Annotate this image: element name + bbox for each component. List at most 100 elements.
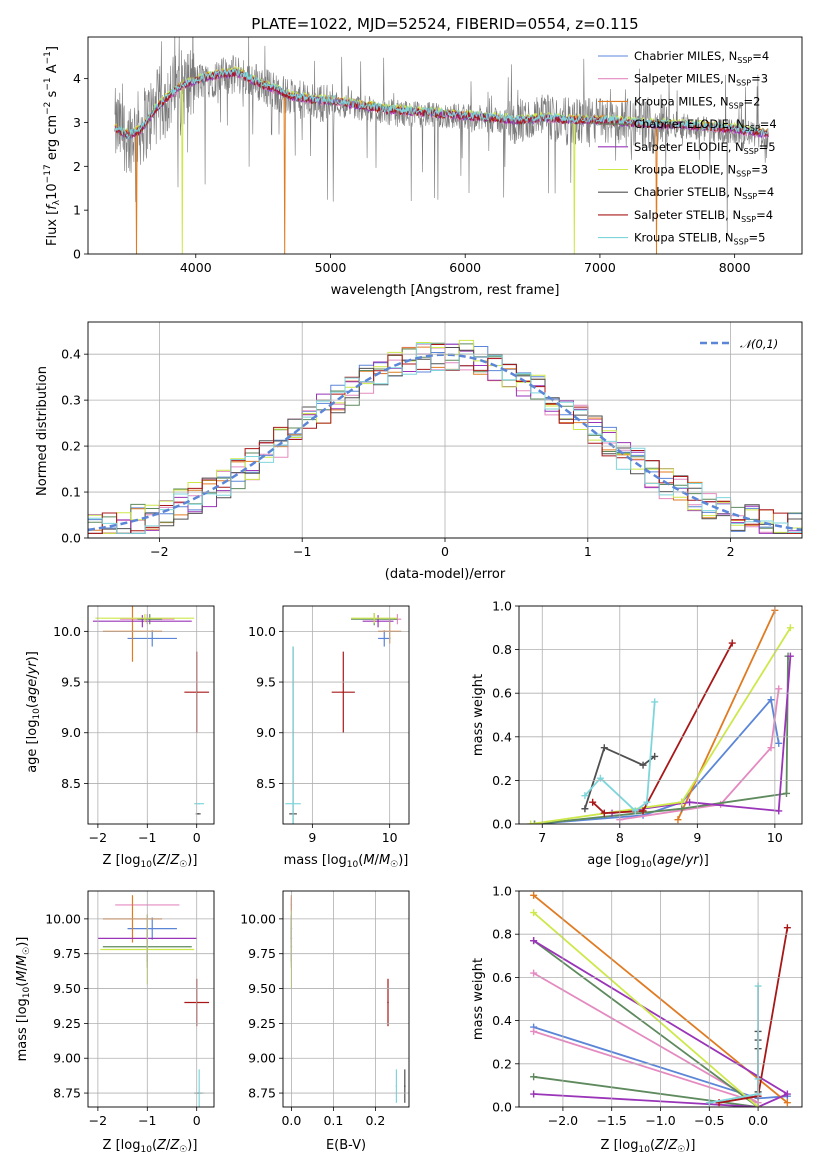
weight-line [677, 610, 776, 820]
y-tick-label: 9.5 [61, 675, 81, 690]
data-point [387, 1001, 389, 1004]
y-tick-label: 10.0 [248, 624, 276, 639]
y-tick-label: 8.75 [248, 1086, 276, 1101]
legend-value: =4 [752, 49, 769, 63]
y-tick-label: 0.6 [492, 686, 512, 701]
weight-marker [783, 1099, 791, 1107]
legend-subscript: SSP [744, 147, 759, 156]
plot-content [285, 613, 402, 824]
x-tick-label: 8000 [719, 260, 751, 275]
weight-marker [530, 937, 538, 945]
x-tick-label: 2 [727, 544, 735, 559]
legend-subscript: SSP [736, 79, 751, 88]
x-tick-label: −0.5 [694, 1113, 724, 1128]
weight-vs-Z-panel: −2.0 −1.5 −1.0 −0.5 0.0 0.0 0.2 0.4 0.6 0.8 1.0 [492, 884, 803, 1128]
data-point [404, 1085, 406, 1087]
data-point [198, 802, 200, 805]
spectrum-legend: Chabrier MILES, NSSP=4 Salpeter MILES, NS… [598, 49, 777, 247]
model-spectrum-salpeter-stelib [114, 69, 769, 139]
spectrum-plot-area: 4000 5000 6000 7000 8000 0 1 2 3 4 [73, 36, 803, 275]
mass-vs-EBV-panel: 0.0 0.1 0.2 8.75 9.00 9.25 9.50 9.75 10.00 [240, 890, 410, 1128]
legend-label: Chabrier ELODIE, NSSP=4 [634, 117, 777, 133]
axes-frame [87, 321, 803, 539]
y-tick-label: 9.00 [53, 1051, 81, 1066]
legend-subscript: SSP [741, 215, 756, 224]
legend-value: =5 [759, 140, 776, 154]
x-tick-label: −1.5 [597, 1113, 627, 1128]
legend-subscript: SSP [734, 238, 749, 247]
age-vs-Z-ylabel: age [log10(age/yr)] [25, 651, 42, 773]
plot-content [114, 37, 769, 254]
data-point [144, 617, 146, 619]
weight-vs-Z-ylabel: mass weight [471, 958, 486, 1040]
weight-marker [678, 798, 686, 806]
weight-marker [643, 798, 651, 806]
y-tick-label: 9.50 [53, 981, 81, 996]
x-tick-label: 10 [382, 830, 398, 845]
x-tick-label: 1 [584, 544, 592, 559]
weight-marker [530, 1027, 538, 1035]
y-tick-label: 4 [73, 71, 81, 86]
spectrum-xlabel: wavelength [Angstrom, rest frame] [331, 283, 560, 298]
y-tick-label: 2 [73, 159, 81, 174]
data-point [151, 637, 154, 640]
mass-vs-Z-xlabel: Z [log10(Z/Z☉)] [103, 1138, 198, 1155]
model-spectrum-kroupa-stelib [114, 68, 769, 140]
x-tick-label: 9 [693, 830, 701, 845]
plot-content [92, 606, 210, 815]
axes-frame [282, 605, 410, 825]
y-tick-label: 3 [73, 115, 81, 130]
residuals-xlabel: (data-model)/error [385, 567, 506, 582]
weight-marker [530, 969, 538, 977]
weight-line [584, 746, 656, 809]
legend-value: =3 [751, 163, 768, 177]
y-tick-label: 9.5 [256, 675, 276, 690]
y-tick-label: 1 [73, 203, 81, 218]
weight-marker [783, 1090, 791, 1098]
y-tick-label: 0.6 [492, 970, 512, 985]
age-vs-mass-xlabel: mass [log10(M/M☉)] [284, 853, 409, 870]
y-tick-label: 0.2 [492, 773, 512, 788]
legend-label: Kroupa ELODIE, NSSP=3 [634, 163, 768, 179]
y-tick-label: 9.0 [61, 725, 81, 740]
y-tick-label: 8.5 [256, 776, 276, 791]
legend-value: =2 [744, 94, 761, 108]
x-tick-label: 0 [193, 1113, 201, 1128]
weight-marker [581, 805, 589, 813]
weight-marker [674, 816, 682, 824]
data-point [342, 691, 345, 693]
weight-line [718, 927, 789, 1104]
weight-line [534, 656, 789, 824]
legend-label: Salpeter ELODIE, NSSP=5 [634, 140, 776, 156]
weight-vs-Z-xlabel: Z [log10(Z/Z☉)] [601, 1138, 696, 1155]
data-point [148, 618, 151, 620]
weight-line [611, 656, 792, 814]
x-tick-label: 7 [538, 830, 546, 845]
y-tick-label: 9.50 [248, 981, 276, 996]
y-tick-label: 9.25 [248, 1016, 276, 1031]
x-tick-label: 8 [616, 830, 624, 845]
legend-value: =3 [751, 72, 768, 86]
y-tick-label: 0.0 [61, 531, 81, 546]
legend-label: Salpeter MILES, NSSP=3 [634, 72, 768, 88]
weight-marker [600, 809, 608, 817]
y-tick-label: 1.0 [492, 884, 512, 899]
legend-value: =4 [756, 208, 773, 222]
spectrum-title: PLATE=1022, MJD=52524, FIBERID=0554, z=0… [251, 15, 638, 33]
axes-frame [518, 605, 803, 825]
data-point [197, 813, 199, 815]
weight-marker [783, 924, 791, 932]
x-tick-label: 5000 [315, 260, 347, 275]
legend-label: Kroupa MILES, NSSP=2 [634, 94, 760, 110]
x-tick-label: 10 [767, 830, 783, 845]
weight-marker [786, 652, 794, 660]
weight-marker [786, 624, 794, 632]
weight-marker [775, 807, 783, 815]
x-tick-label: 0.0 [281, 1113, 301, 1128]
weight-marker [639, 807, 647, 815]
weight-marker [651, 698, 659, 706]
parameter-panels: −2 −1 0 8.5 9.0 9.5 10.0 9 10 8.5 9.0 9.5 10.0 7 8 9 10 0… [45, 599, 803, 1128]
legend-label: Kroupa STELIB, NSSP=5 [634, 231, 765, 247]
weight-marker [782, 789, 790, 797]
x-tick-label: 0.2 [365, 1113, 385, 1128]
